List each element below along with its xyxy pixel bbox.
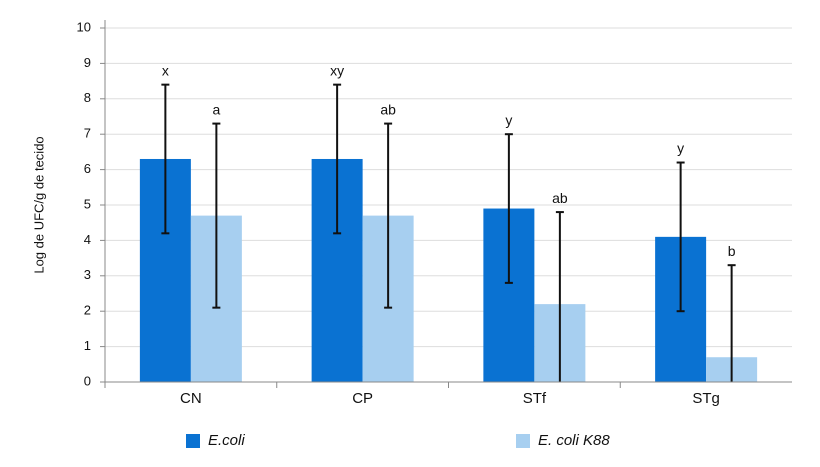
y-axis-label: Log de UFC/g de tecido xyxy=(31,136,46,273)
x-tick-label: STg xyxy=(692,390,720,407)
y-tick-label: 5 xyxy=(84,196,91,211)
y-tick-label: 6 xyxy=(84,161,91,176)
y-tick-label: 0 xyxy=(84,373,91,388)
significance-letter: y xyxy=(677,140,684,156)
y-tick-label: 2 xyxy=(84,303,91,318)
plot-area xyxy=(161,83,736,382)
x-tick-label: STf xyxy=(523,390,547,407)
legend-swatch xyxy=(516,434,530,448)
error-bar xyxy=(384,122,393,309)
error-bar xyxy=(504,133,513,284)
significance-letter: xy xyxy=(330,62,344,78)
y-tick-label: 3 xyxy=(84,267,91,282)
y-tick-label: 8 xyxy=(84,90,91,105)
significance-letter: b xyxy=(728,243,736,259)
y-tick-label: 9 xyxy=(84,55,91,70)
x-tick-label: CP xyxy=(352,390,373,407)
error-bar xyxy=(555,211,564,382)
legend-swatch xyxy=(186,434,200,448)
legend-label: E. coli K88 xyxy=(538,432,610,449)
error-bar xyxy=(333,83,342,235)
y-tick-label: 1 xyxy=(84,338,91,353)
significance-letter: ab xyxy=(380,101,396,117)
error-bar xyxy=(212,122,221,309)
legend-label: E.coli xyxy=(208,432,245,449)
significance-letter: y xyxy=(505,112,512,128)
error-bar xyxy=(676,161,685,313)
error-bar xyxy=(727,264,736,382)
significance-letter: x xyxy=(162,62,169,78)
x-tick-label: CN xyxy=(180,390,202,407)
significance-letter: a xyxy=(212,101,220,117)
y-tick-label: 10 xyxy=(77,19,91,34)
y-tick-label: 4 xyxy=(84,232,91,247)
error-bar xyxy=(161,83,170,235)
significance-letter: ab xyxy=(552,190,568,206)
y-tick-label: 7 xyxy=(84,126,91,141)
